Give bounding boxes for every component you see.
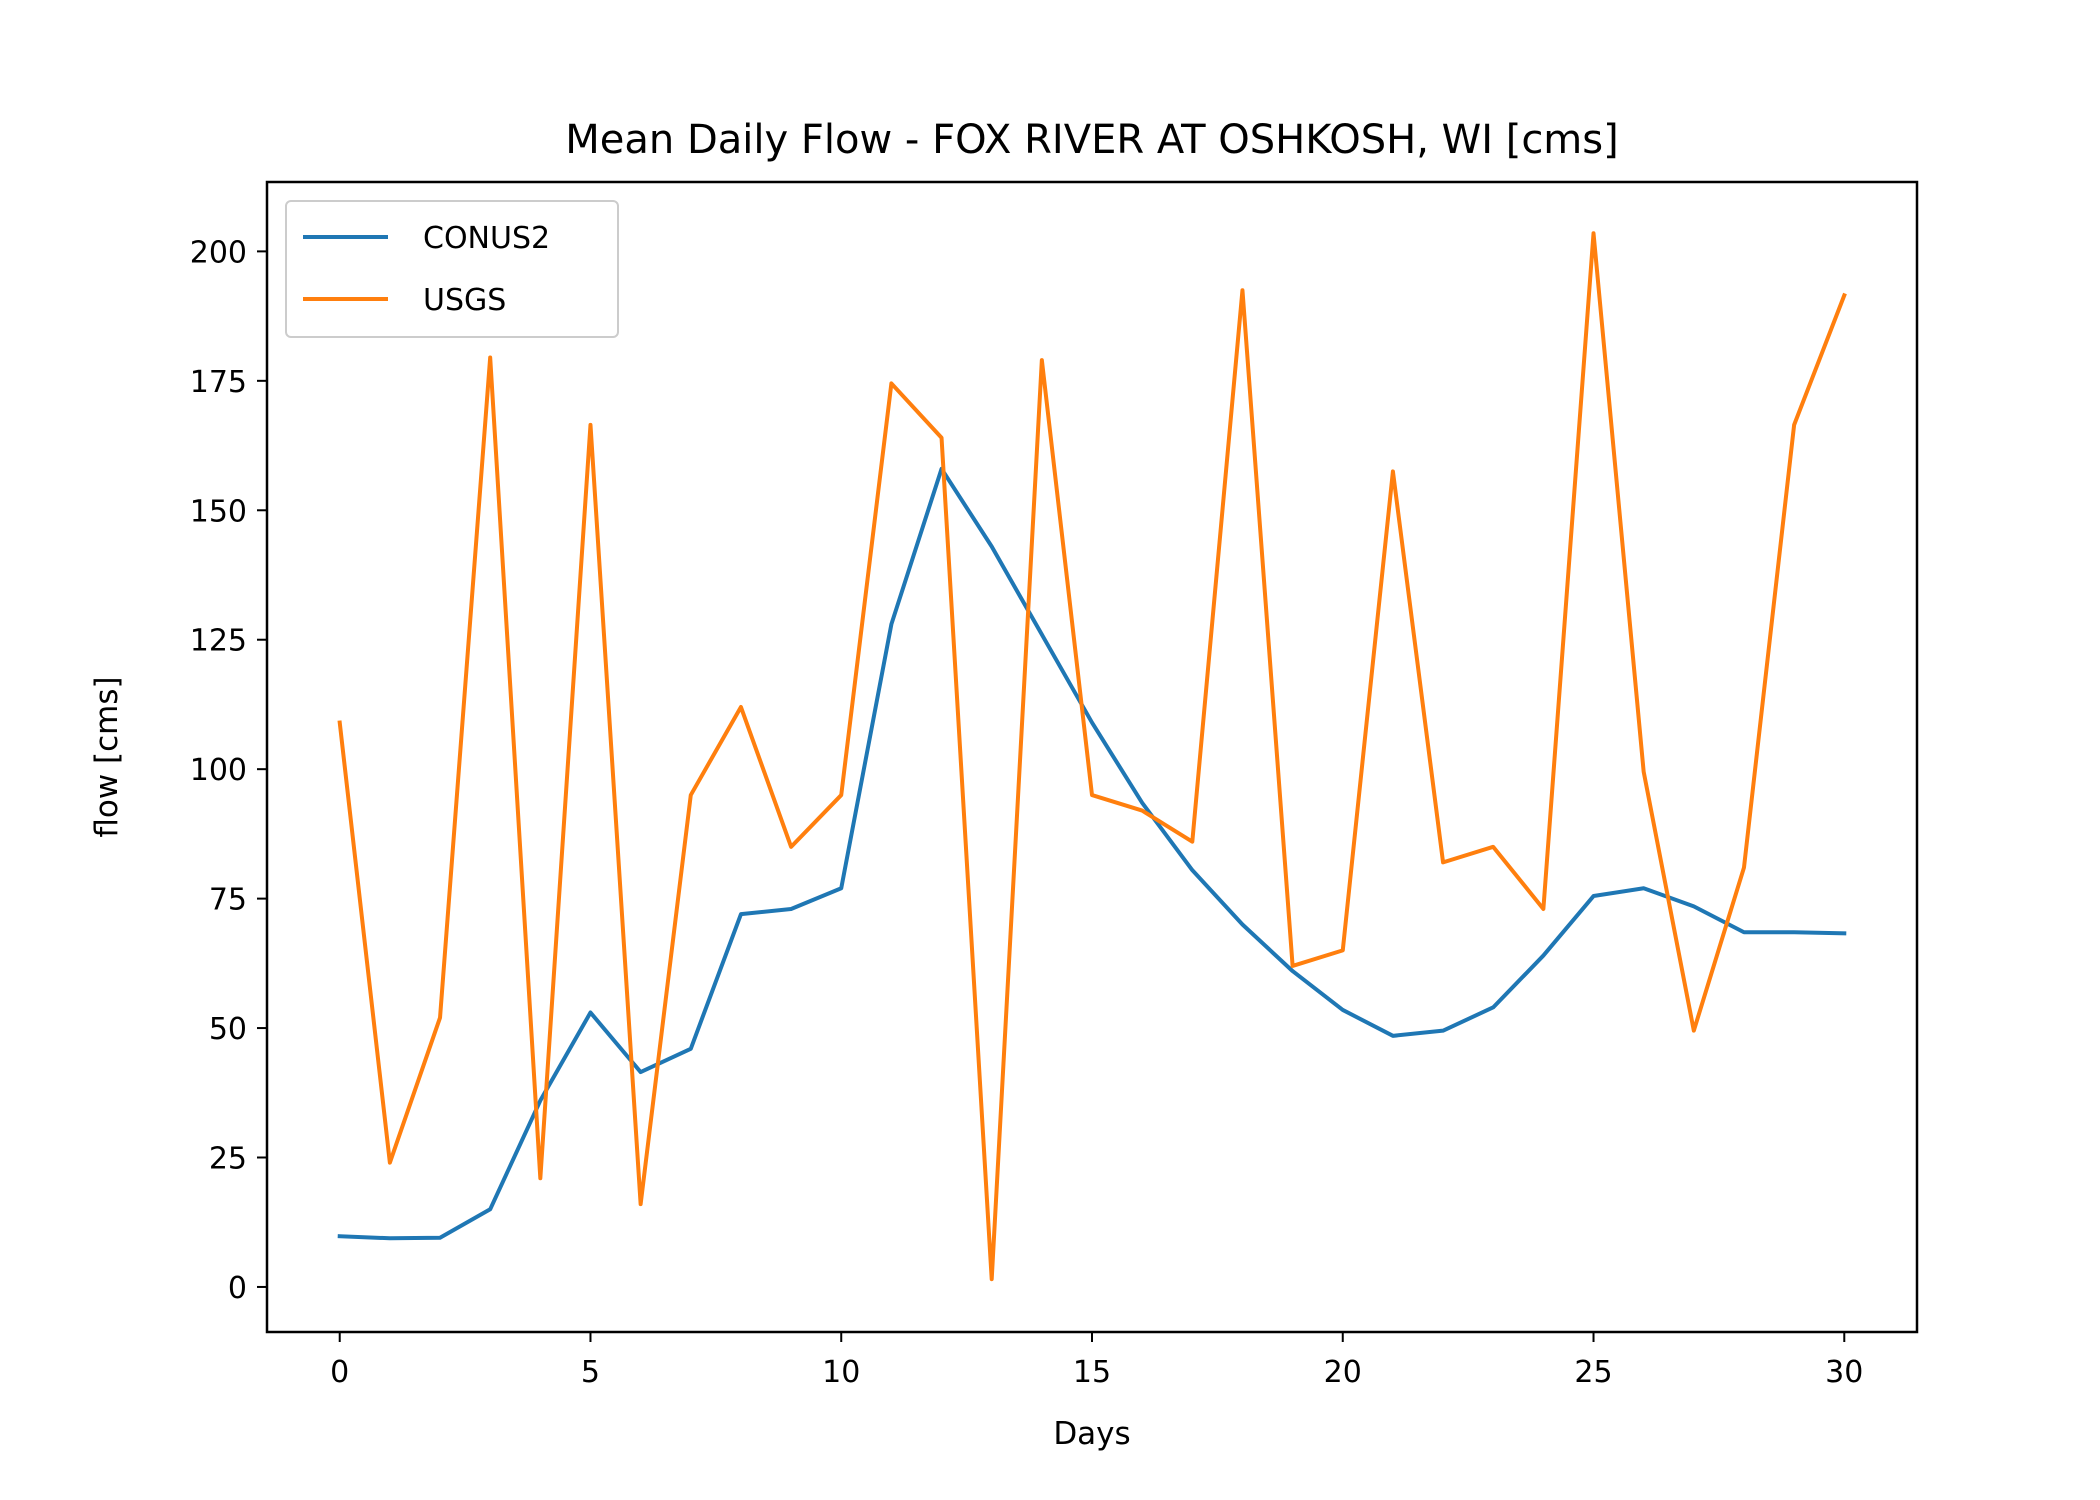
legend-label-conus2: CONUS2	[423, 221, 550, 256]
y-tick-label: 200	[190, 235, 247, 270]
series-layer	[337, 231, 1847, 1282]
x-tick-label: 15	[1073, 1355, 1111, 1390]
y-tick-label: 75	[209, 883, 247, 918]
y-tick-label: 0	[228, 1271, 247, 1306]
y-tick-label: 25	[209, 1142, 247, 1177]
x-tick-label: 20	[1324, 1355, 1362, 1390]
y-axis: 0 25 50 75 100 125 150 175 200	[190, 235, 267, 1306]
legend: CONUS2 USGS	[285, 200, 619, 338]
x-axis: 0 5 10 15 20 25 30	[330, 1332, 1863, 1390]
x-tick-label: 30	[1825, 1355, 1863, 1390]
x-tick-label: 0	[330, 1355, 349, 1390]
x-tick-label: 25	[1574, 1355, 1612, 1390]
y-tick-label: 175	[190, 365, 247, 400]
chart-title: Mean Daily Flow - FOX RIVER AT OSHKOSH, …	[565, 117, 1618, 163]
y-tick-label: 125	[190, 624, 247, 659]
x-axis-title: Days	[1053, 1416, 1130, 1452]
x-tick-label: 10	[822, 1355, 860, 1390]
x-tick-label: 5	[581, 1355, 600, 1390]
y-tick-label: 150	[190, 494, 247, 529]
y-axis-title: flow [cms]	[89, 676, 125, 837]
legend-label-usgs: USGS	[423, 283, 506, 318]
y-tick-label: 50	[209, 1012, 247, 1047]
y-tick-label: 100	[190, 753, 247, 788]
